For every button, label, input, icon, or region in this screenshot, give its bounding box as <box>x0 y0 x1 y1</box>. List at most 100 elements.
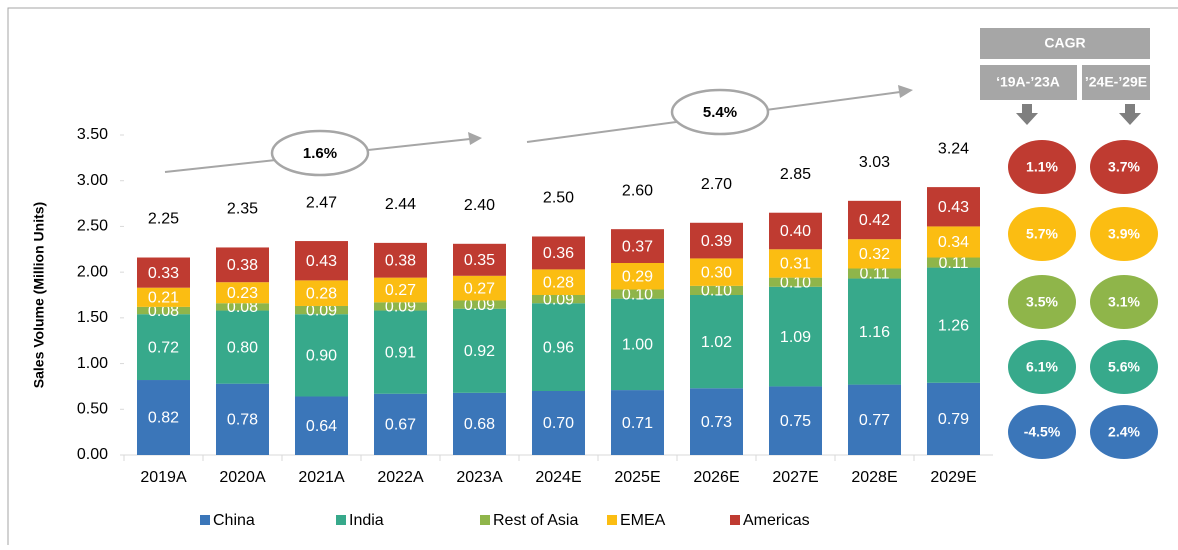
legend-label: Rest of Asia <box>493 512 578 529</box>
bar-value-label: 0.96 <box>543 339 574 356</box>
bar-segment <box>137 380 190 455</box>
bar-value-label: 0.80 <box>227 339 258 356</box>
y-tick-label: 0.50 <box>77 401 108 418</box>
bar-segment <box>927 382 980 455</box>
bar-segment <box>769 277 822 287</box>
frame <box>7 7 1178 545</box>
bar-value-label: 0.10 <box>780 274 811 291</box>
cagr-circle <box>1008 405 1076 459</box>
cagr-circle <box>1008 340 1076 394</box>
bar-value-label: 0.29 <box>622 268 653 285</box>
x-tick-label: 2020A <box>219 469 266 486</box>
bar-value-label: 0.92 <box>464 343 495 360</box>
bar-segment <box>611 263 664 290</box>
bar-value-label: 0.33 <box>148 265 179 282</box>
bar-segment <box>848 239 901 269</box>
bar-value-label: 0.77 <box>859 412 890 429</box>
bar-value-label: 1.09 <box>780 329 811 346</box>
x-tick-label: 2021A <box>298 469 345 486</box>
legend-label: Americas <box>743 512 810 529</box>
bar-value-label: 0.27 <box>385 282 416 299</box>
bar-segment <box>848 268 901 279</box>
down-arrow <box>1016 104 1038 125</box>
bar-segment <box>532 391 585 455</box>
cagr-header-box <box>980 28 1150 59</box>
bar-value-label: 0.34 <box>938 234 969 251</box>
bar-segment <box>927 257 980 268</box>
bar-value-label: 0.27 <box>464 280 495 297</box>
total-label: 2.85 <box>780 166 811 183</box>
y-tick-label: 3.50 <box>77 126 108 143</box>
bar-value-label: 0.79 <box>938 411 969 428</box>
x-tick-label: 2029E <box>930 469 976 486</box>
cagr-period-box <box>1082 65 1150 100</box>
bar-segment <box>927 226 980 258</box>
bar-segment <box>216 282 269 304</box>
bar-value-label: 0.11 <box>939 255 969 272</box>
y-tick-label: 2.50 <box>77 218 108 235</box>
bar-value-label: 0.72 <box>148 339 179 356</box>
bar-value-label: 0.31 <box>780 256 811 273</box>
cagr-value: 2.4% <box>1108 424 1140 440</box>
total-label: 3.24 <box>938 140 969 157</box>
cagr-period: ’24E-’29E <box>1085 74 1147 90</box>
bar-segment <box>374 310 427 394</box>
bar-value-label: 0.10 <box>701 283 732 300</box>
y-tick-label: 1.50 <box>77 309 108 326</box>
bar-value-label: 0.82 <box>148 410 179 427</box>
bar-value-label: 0.09 <box>385 299 416 316</box>
legend-swatch <box>730 515 740 525</box>
total-label: 2.25 <box>148 211 179 228</box>
bar-segment <box>137 314 190 381</box>
legend-swatch <box>480 515 490 525</box>
bar-value-label: 0.90 <box>306 348 337 365</box>
bar-segment <box>611 298 664 391</box>
bar-segment <box>769 249 822 278</box>
cagr-value: 3.7% <box>1108 159 1140 175</box>
x-tick-label: 2023A <box>456 469 503 486</box>
y-tick-label: 0.00 <box>77 446 108 463</box>
total-label: 2.35 <box>227 201 258 218</box>
cagr-value: 3.1% <box>1108 294 1140 310</box>
bar-value-label: 0.11 <box>860 266 890 283</box>
bar-segment <box>295 280 348 306</box>
bar-value-label: 0.67 <box>385 417 416 434</box>
cagr-circle <box>1090 340 1158 394</box>
bar-segment <box>769 386 822 455</box>
bar-value-label: 0.28 <box>543 274 574 291</box>
y-tick-label: 1.00 <box>77 355 108 372</box>
bar-value-label: 0.43 <box>938 199 969 216</box>
bar-segment <box>532 295 585 304</box>
cagr-circle <box>1008 140 1076 194</box>
total-label: 2.70 <box>701 176 732 193</box>
total-label: 3.03 <box>859 154 890 171</box>
bar-value-label: 1.26 <box>938 317 969 334</box>
bar-value-label: 0.71 <box>622 415 653 432</box>
bar-value-label: 0.37 <box>622 238 653 255</box>
bar-segment <box>769 286 822 387</box>
bar-segment <box>216 310 269 384</box>
x-tick-label: 2022A <box>377 469 424 486</box>
bar-value-label: 1.00 <box>622 337 653 354</box>
bar-segment <box>295 241 348 281</box>
bar-value-label: 0.75 <box>780 413 811 430</box>
bar-segment <box>374 393 427 455</box>
bar-value-label: 0.78 <box>227 412 258 429</box>
cagr-value: -4.5% <box>1024 424 1061 440</box>
cagr-header: CAGR <box>1044 35 1085 51</box>
bar-segment <box>216 303 269 311</box>
bar-segment <box>690 295 743 389</box>
bar-value-label: 1.02 <box>701 334 732 351</box>
bar-segment <box>453 308 506 393</box>
x-tick-label: 2026E <box>693 469 739 486</box>
bar-value-label: 0.08 <box>148 303 179 320</box>
bar-value-label: 0.09 <box>464 297 495 314</box>
legend-swatch <box>607 515 617 525</box>
bar-segment <box>532 303 585 391</box>
bar-segment <box>374 277 427 303</box>
arrow-head <box>898 85 913 98</box>
bar-value-label: 0.43 <box>306 253 337 270</box>
y-tick-label: 3.00 <box>77 172 108 189</box>
bar-value-label: 0.38 <box>385 252 416 269</box>
